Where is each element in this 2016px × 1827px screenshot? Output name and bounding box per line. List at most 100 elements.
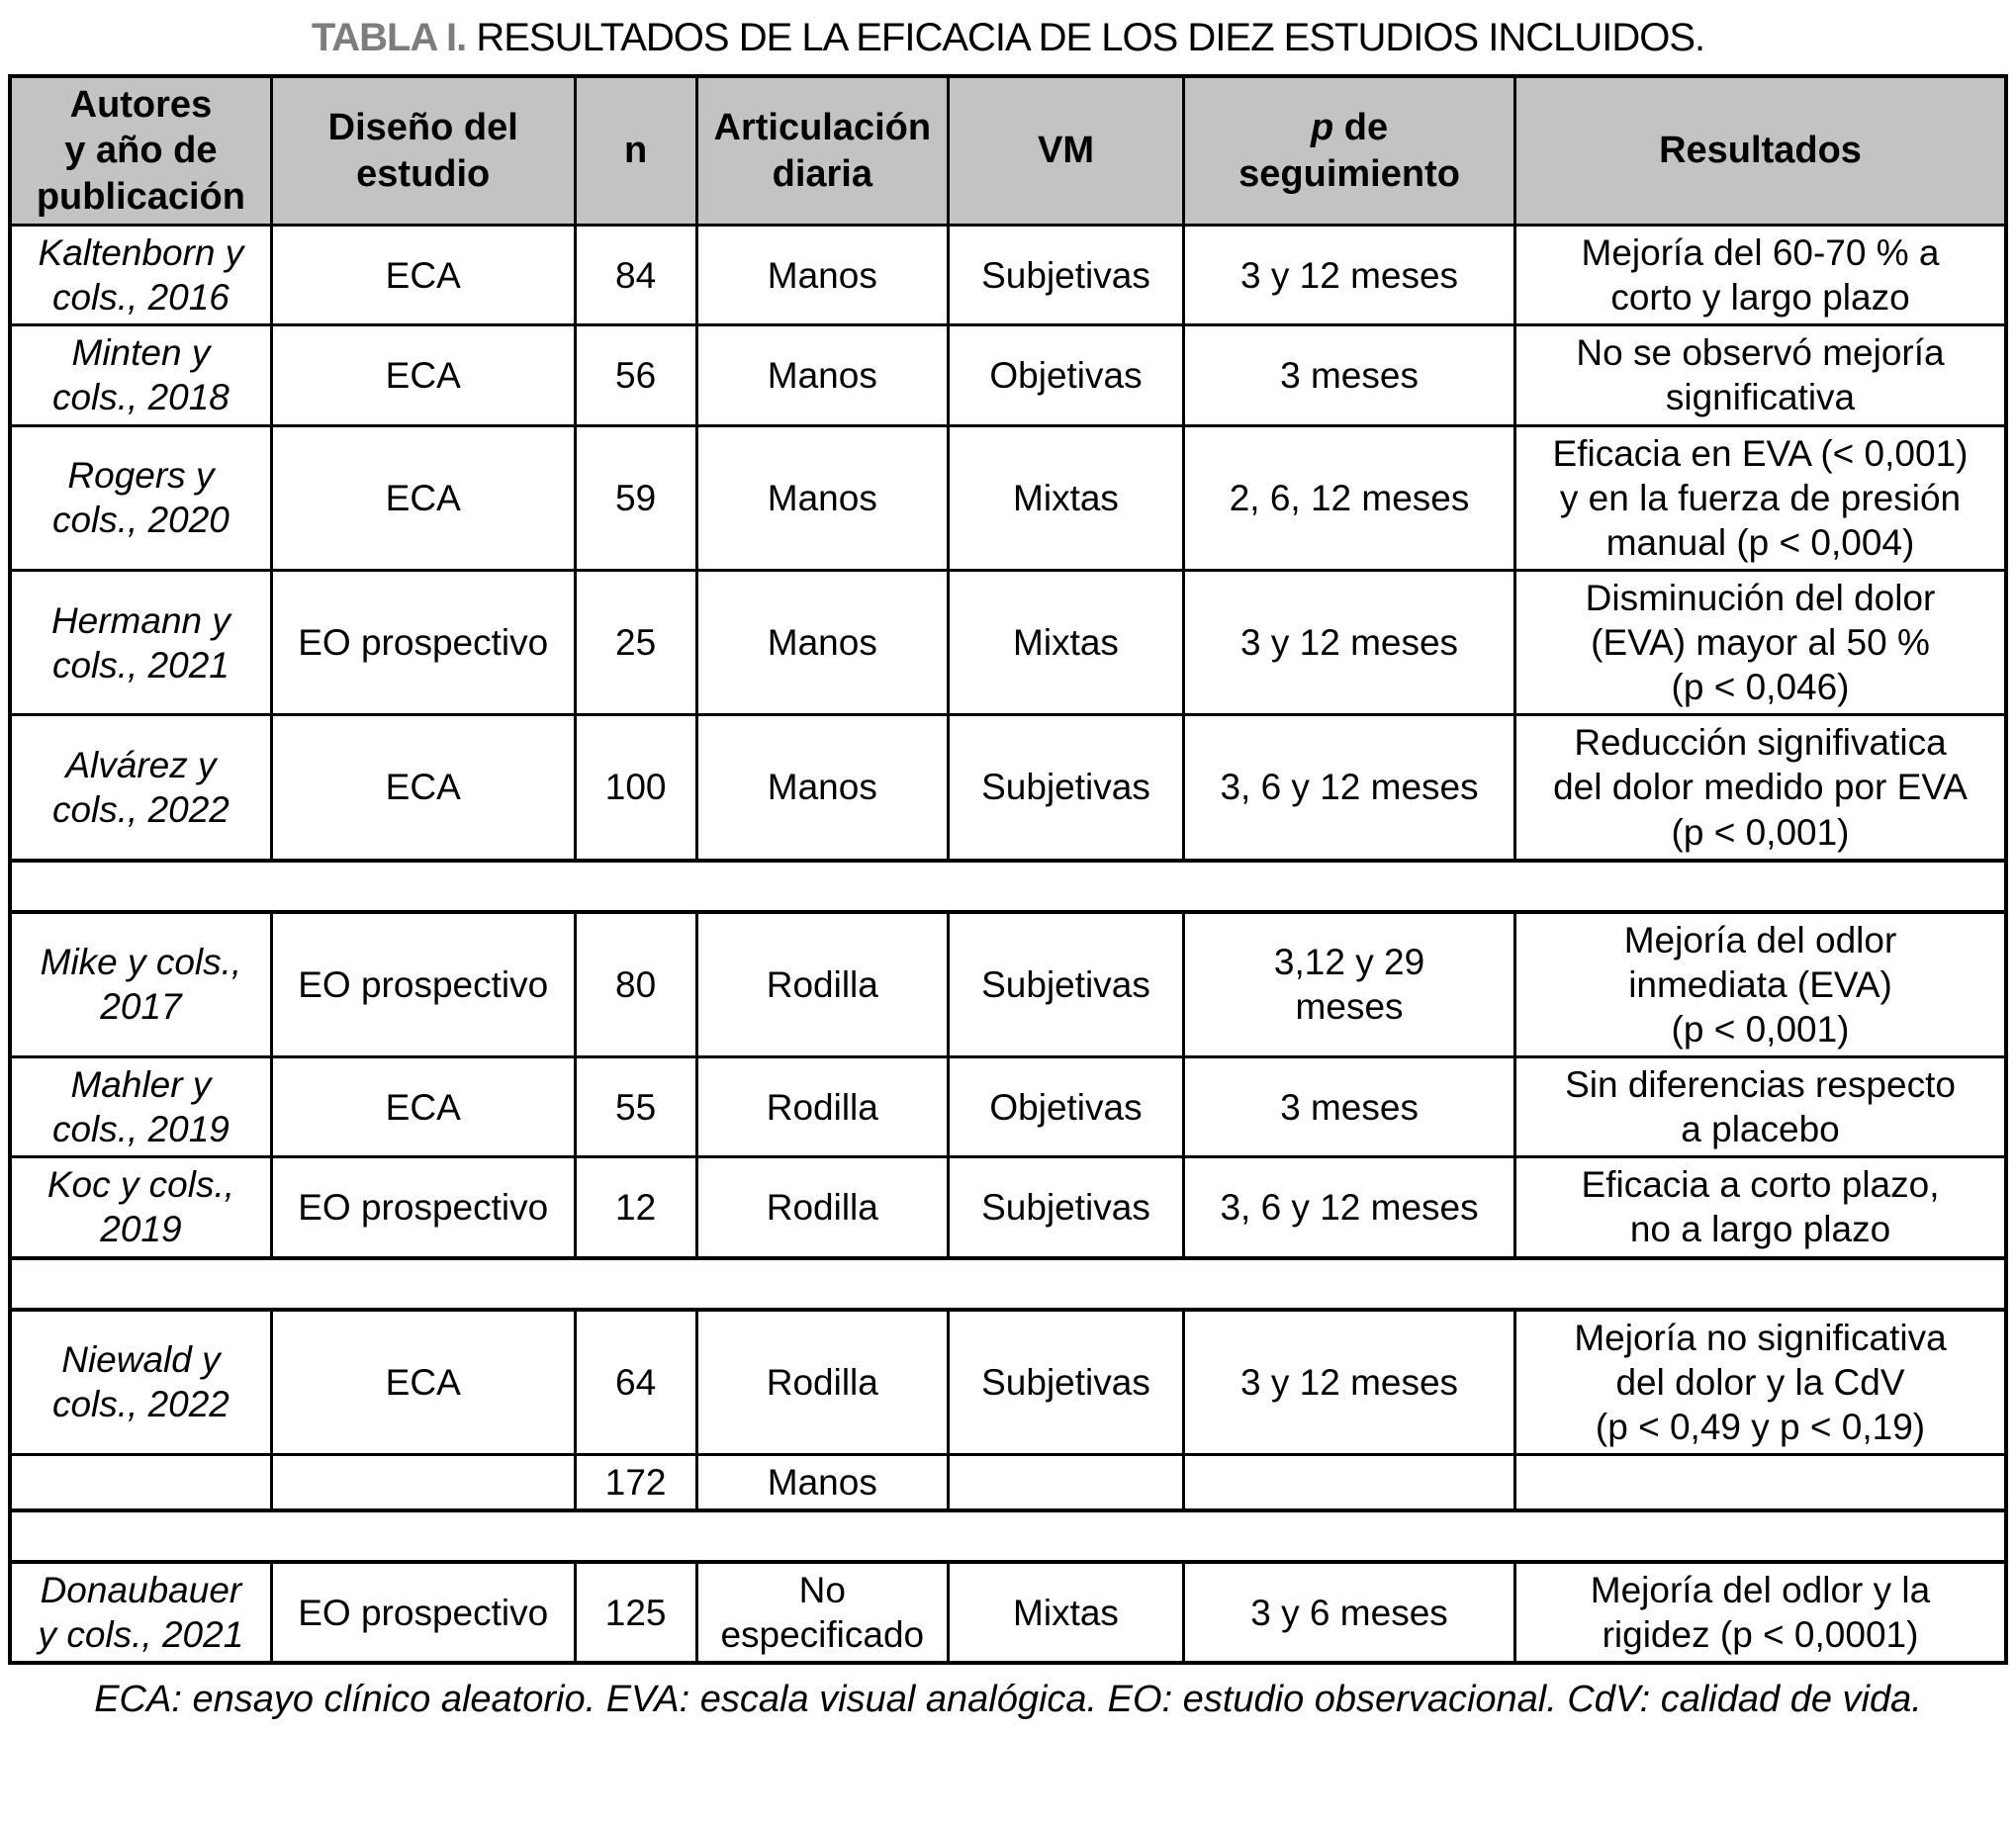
study-row-kaltenborn: Kaltenborn y cols., 2016 ECA 84 Manos Su…: [8, 224, 2008, 327]
cell-joint: Rodilla: [694, 1055, 950, 1159]
cell-vm: Subjetivas: [946, 1155, 1186, 1260]
cell-results: Mejoría no significativa del dolor y la …: [1513, 1308, 2008, 1456]
cell-followup: 3 y 6 meses: [1182, 1560, 1517, 1665]
cell-authors: Alvárez y cols., 2022: [8, 713, 273, 863]
cell-n: 125: [573, 1560, 698, 1665]
cell-followup: 3 y 12 meses: [1182, 568, 1517, 717]
study-row-koc: Koc y cols., 2019 EO prospectivo 12 Rodi…: [8, 1155, 2008, 1260]
cell-joint: Manos: [694, 713, 950, 863]
cell-authors: Mike y cols., 2017: [8, 910, 273, 1059]
col-header-results: Resultados: [1513, 74, 2008, 228]
cell-authors: Koc y cols., 2019: [8, 1155, 273, 1260]
cell-authors: Mahler y cols., 2019: [8, 1055, 273, 1159]
study-row-alvarez: Alvárez y cols., 2022 ECA 100 Manos Subj…: [8, 713, 2008, 863]
cell-followup: 3 meses: [1182, 1055, 1517, 1159]
cell-vm: Subjetivas: [946, 713, 1186, 863]
cell-design: [269, 1452, 577, 1512]
cell-n: 64: [573, 1308, 698, 1456]
col-header-vm: VM: [946, 74, 1186, 228]
cell-results: [1513, 1452, 2008, 1512]
col-header-authors: Autores y año de publicación: [8, 74, 273, 228]
cell-n: 25: [573, 568, 698, 717]
cell-authors: Kaltenborn y cols., 2016: [8, 224, 273, 327]
cell-followup: 3 y 12 meses: [1182, 1308, 1517, 1456]
cell-design: ECA: [269, 423, 577, 572]
cell-authors: [8, 1452, 273, 1512]
table-title-text: RESULTADOS DE LA EFICACIA DE LOS DIEZ ES…: [476, 16, 1705, 59]
cell-n: 12: [573, 1155, 698, 1260]
cell-authors: Donaubauer y cols., 2021: [8, 1560, 273, 1665]
cell-joint: No especificado: [694, 1560, 950, 1665]
cell-design: ECA: [269, 224, 577, 327]
study-row-mahler: Mahler y cols., 2019 ECA 55 Rodilla Obje…: [8, 1055, 2008, 1159]
cell-authors: Minten y cols., 2018: [8, 323, 273, 427]
cell-followup: 3 y 12 meses: [1182, 224, 1517, 327]
cell-joint: Rodilla: [694, 1308, 950, 1456]
cell-n: 84: [573, 224, 698, 327]
cell-results: Sin diferencias respecto a placebo: [1513, 1055, 2008, 1159]
cell-joint: Manos: [694, 1452, 950, 1512]
spacer-cell: [10, 1255, 2006, 1312]
study-row-niewald: Niewald y cols., 2022 ECA 64 Rodilla Sub…: [8, 1308, 2008, 1456]
header-row: Autores y año de publicación Diseño del …: [8, 74, 2008, 228]
study-row-hermann: Hermann y cols., 2021 EO prospectivo 25 …: [8, 568, 2008, 717]
study-row-rogers: Rogers y cols., 2020 ECA 59 Manos Mixtas…: [8, 423, 2008, 572]
cell-followup: 3, 6 y 12 meses: [1182, 1155, 1517, 1260]
col-header-n: n: [573, 74, 698, 228]
spacer-cell: [10, 858, 2006, 914]
cell-vm: [946, 1452, 1186, 1512]
section-spacer: [10, 1508, 2006, 1565]
col-header-joint: Articulación diaria: [694, 74, 950, 228]
cell-joint: Rodilla: [694, 910, 950, 1059]
section-spacer: [10, 1255, 2006, 1312]
cell-design: ECA: [269, 1308, 577, 1456]
cell-followup: 3,12 y 29 meses: [1182, 910, 1517, 1059]
cell-authors: Rogers y cols., 2020: [8, 423, 273, 572]
cell-results: Eficacia a corto plazo, no a largo plazo: [1513, 1155, 2008, 1260]
col-header-design: Diseño del estudio: [269, 74, 577, 228]
cell-n: 100: [573, 713, 698, 863]
cell-n: 56: [573, 323, 698, 427]
cell-results: No se observó mejoría significativa: [1513, 323, 2008, 427]
followup-header-rest: de seguimiento: [1238, 107, 1460, 195]
cell-results: Eficacia en EVA (< 0,001) y en la fuerza…: [1513, 423, 2008, 572]
cell-design: EO prospectivo: [269, 1155, 577, 1260]
cell-results: Disminución del dolor (EVA) mayor al 50 …: [1513, 568, 2008, 717]
section-spacer: [10, 858, 2006, 914]
cell-design: EO prospectivo: [269, 1560, 577, 1665]
cell-design: ECA: [269, 323, 577, 427]
cell-n: 172: [573, 1452, 698, 1512]
cell-n: 55: [573, 1055, 698, 1159]
spacer-cell: [10, 1508, 2006, 1565]
p-italic: p: [1310, 107, 1334, 149]
cell-results: Reducción signifivatica del dolor medido…: [1513, 713, 2008, 863]
cell-n: 59: [573, 423, 698, 572]
table-title: TABLA I. RESULTADOS DE LA EFICACIA DE LO…: [0, 16, 2016, 60]
cell-joint: Rodilla: [694, 1155, 950, 1260]
cell-followup: 2, 6, 12 meses: [1182, 423, 1517, 572]
col-header-followup: p de seguimiento: [1182, 74, 1517, 228]
table-title-prefix: TABLA I.: [311, 16, 467, 59]
cell-vm: Subjetivas: [946, 910, 1186, 1059]
results-table: Autores y año de publicación Diseño del …: [8, 74, 2008, 1666]
cell-followup: [1182, 1452, 1517, 1512]
cell-design: EO prospectivo: [269, 910, 577, 1059]
abbreviations-footnote: ECA: ensayo clínico aleatorio. EVA: esca…: [94, 1679, 1922, 1721]
totals-row: 172 Manos: [8, 1452, 2008, 1512]
cell-results: Mejoría del 60-70 % a corto y largo plaz…: [1513, 224, 2008, 327]
cell-design: ECA: [269, 1055, 577, 1159]
cell-authors: Niewald y cols., 2022: [8, 1308, 273, 1456]
cell-vm: Objetivas: [946, 1055, 1186, 1159]
cell-vm: Subjetivas: [946, 1308, 1186, 1456]
study-row-donaubauer: Donaubauer y cols., 2021 EO prospectivo …: [8, 1560, 2008, 1665]
cell-joint: Manos: [694, 423, 950, 572]
cell-joint: Manos: [694, 568, 950, 717]
study-row-mike: Mike y cols., 2017 EO prospectivo 80 Rod…: [8, 910, 2008, 1059]
cell-results: Mejoría del odlor y la rigidez (p < 0,00…: [1513, 1560, 2008, 1665]
cell-results: Mejoría del odlor inmediata (EVA) (p < 0…: [1513, 910, 2008, 1059]
cell-vm: Mixtas: [946, 1560, 1186, 1665]
cell-joint: Manos: [694, 224, 950, 327]
cell-design: ECA: [269, 713, 577, 863]
cell-vm: Objetivas: [946, 323, 1186, 427]
